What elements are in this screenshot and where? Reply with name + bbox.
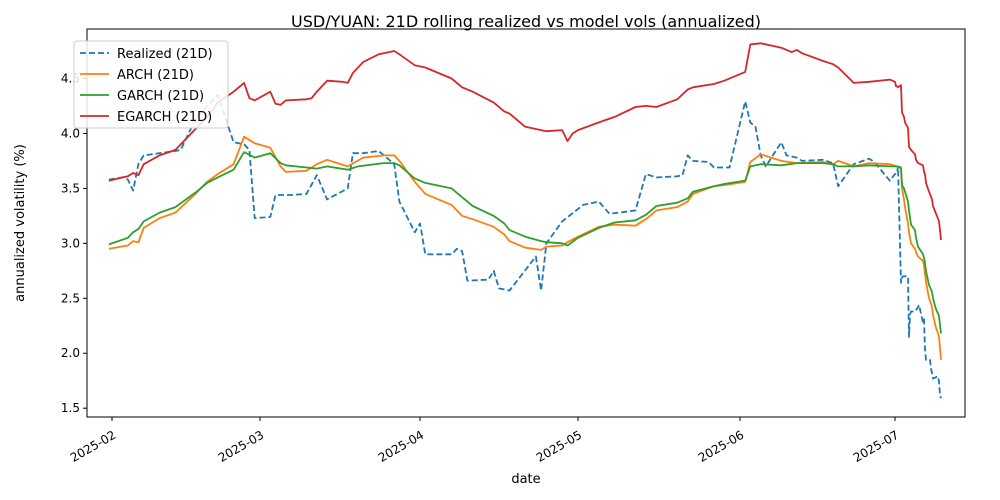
series-line-realized [108,94,942,399]
y-tick-label: 4.0 [61,126,80,140]
y-tick-label: 3.0 [61,236,80,250]
legend-label: EGARCH (21D) [117,110,212,125]
legend-label: GARCH (21D) [117,89,204,104]
series-line-egarch [108,42,942,241]
y-tick-label: 1.5 [61,401,80,415]
plot-frame [86,28,966,418]
legend-box [73,40,229,129]
series-line-garch [108,151,942,334]
y-tick-label: 2.0 [61,346,80,360]
series-layer [108,42,942,399]
y-axis-title: annualized volatility (%) [13,144,28,302]
chart-title: USD/YUAN: 21D rolling realized vs model … [291,12,761,31]
legend-label: Realized (21D) [117,47,213,62]
y-tick-label: 3.5 [61,181,80,195]
y-tick-label: 2.5 [61,291,80,305]
x-axis-title: date [511,472,540,487]
legend: Realized (21D) ARCH (21D) GARCH (21D) EGARC… [73,40,229,129]
legend-label: ARCH (21D) [117,68,194,83]
